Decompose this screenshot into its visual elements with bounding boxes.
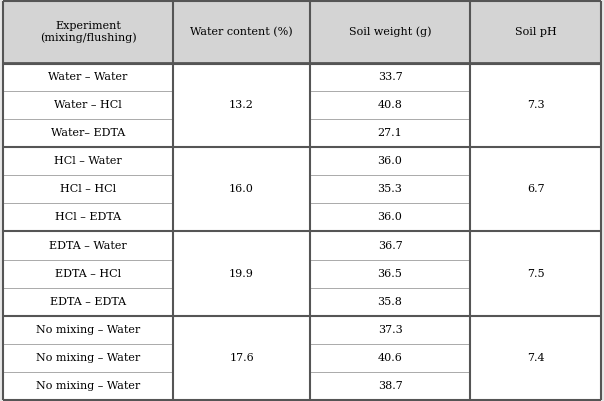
Bar [3, 119, 601, 147]
Text: 16.0: 16.0 [229, 184, 254, 194]
Bar [3, 344, 601, 372]
Text: 35.8: 35.8 [378, 297, 402, 307]
Bar [3, 175, 601, 203]
Text: HCl – Water: HCl – Water [54, 156, 122, 166]
Bar [3, 316, 601, 344]
Text: 27.1: 27.1 [378, 128, 402, 138]
Bar [3, 147, 601, 175]
Text: Soil pH: Soil pH [515, 27, 556, 37]
Text: 40.6: 40.6 [378, 353, 402, 363]
Text: 13.2: 13.2 [229, 100, 254, 110]
Text: No mixing – Water: No mixing – Water [36, 325, 140, 335]
Text: 19.9: 19.9 [229, 269, 254, 279]
Bar [3, 372, 601, 400]
Text: HCl – HCl: HCl – HCl [60, 184, 116, 194]
Bar [3, 63, 601, 91]
Bar [3, 288, 601, 316]
Text: 7.3: 7.3 [527, 100, 544, 110]
Text: 36.5: 36.5 [378, 269, 402, 279]
Bar [3, 231, 601, 259]
Text: 33.7: 33.7 [378, 72, 402, 82]
Text: Experiment
(mixing/flushing): Experiment (mixing/flushing) [40, 20, 137, 43]
Text: Water content (%): Water content (%) [190, 26, 293, 37]
Text: 38.7: 38.7 [378, 381, 402, 391]
Bar [3, 203, 601, 231]
Text: Soil weight (g): Soil weight (g) [349, 26, 431, 37]
Text: EDTA – EDTA: EDTA – EDTA [50, 297, 126, 307]
Text: 36.7: 36.7 [378, 241, 402, 251]
Text: 36.0: 36.0 [378, 156, 402, 166]
Text: 6.7: 6.7 [527, 184, 544, 194]
Text: EDTA – Water: EDTA – Water [50, 241, 127, 251]
Text: Water – Water: Water – Water [48, 72, 128, 82]
Text: EDTA – HCl: EDTA – HCl [55, 269, 121, 279]
Text: 35.3: 35.3 [378, 184, 402, 194]
Text: 40.8: 40.8 [378, 100, 402, 110]
Bar [3, 91, 601, 119]
Text: 36.0: 36.0 [378, 213, 402, 223]
Text: 7.4: 7.4 [527, 353, 544, 363]
Text: 37.3: 37.3 [378, 325, 402, 335]
Text: No mixing – Water: No mixing – Water [36, 381, 140, 391]
Text: HCl – EDTA: HCl – EDTA [55, 213, 121, 223]
Text: 7.5: 7.5 [527, 269, 544, 279]
Text: No mixing – Water: No mixing – Water [36, 353, 140, 363]
Bar [3, 1, 601, 63]
Bar [3, 259, 601, 288]
Text: Water – HCl: Water – HCl [54, 100, 122, 110]
Text: 17.6: 17.6 [229, 353, 254, 363]
Text: Water– EDTA: Water– EDTA [51, 128, 125, 138]
